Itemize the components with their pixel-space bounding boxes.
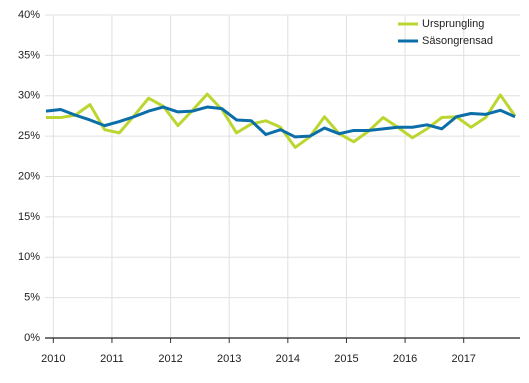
- y-tick-label: 10%: [18, 251, 40, 263]
- x-tick-label: 2014: [276, 353, 300, 365]
- y-tick-label: 40%: [18, 9, 40, 21]
- y-tick-label: 30%: [18, 90, 40, 102]
- x-tick-label: 2010: [41, 353, 65, 365]
- y-tick-label: 35%: [18, 49, 40, 61]
- x-tick-label: 2012: [158, 353, 182, 365]
- y-tick-label: 15%: [18, 211, 40, 223]
- series-line: [45, 105, 516, 139]
- y-tick-label: 0%: [24, 332, 40, 344]
- x-tick-label: 2016: [393, 353, 417, 365]
- y-tick-label: 20%: [18, 170, 40, 182]
- legend-label: Säsongrensad: [422, 35, 493, 47]
- y-tick-label: 5%: [24, 292, 40, 304]
- series-line: [46, 92, 517, 149]
- legend-label: Ursprungling: [422, 18, 484, 30]
- x-tick-label: 2011: [100, 353, 124, 365]
- y-tick-label: 25%: [18, 130, 40, 142]
- x-tick-label: 2017: [451, 353, 475, 365]
- x-tick-label: 2015: [334, 353, 358, 365]
- x-tick-label: 2013: [217, 353, 241, 365]
